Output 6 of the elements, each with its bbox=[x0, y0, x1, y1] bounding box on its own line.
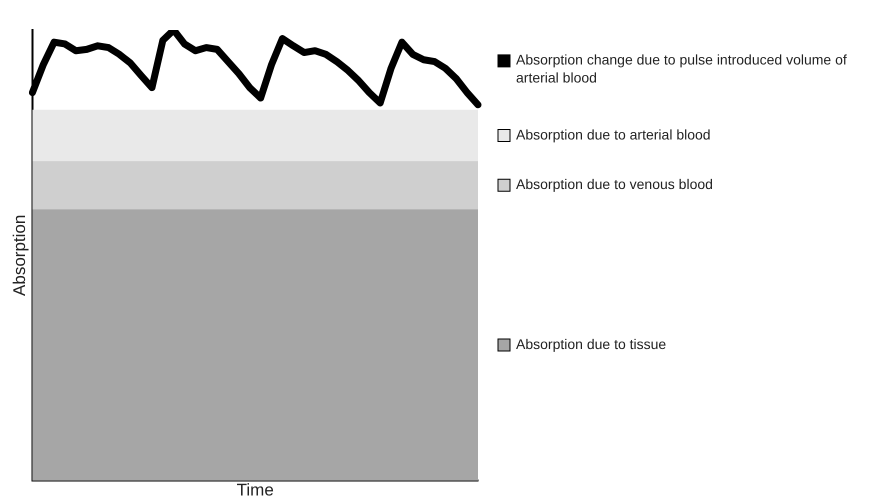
legend-label: Absorption due to tissue bbox=[516, 336, 666, 352]
legend-label: Absorption change due to pulse introduced volume of arterial blood bbox=[516, 52, 847, 86]
y-axis-title: Absorption bbox=[10, 214, 29, 296]
x-axis-title: Time bbox=[236, 480, 274, 500]
legend-label: Absorption due to arterial blood bbox=[516, 126, 711, 142]
legend-label: Absorption due to venous blood bbox=[516, 176, 713, 192]
